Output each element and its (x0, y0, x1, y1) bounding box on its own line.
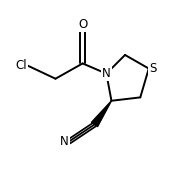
Text: N: N (60, 135, 69, 148)
Text: O: O (78, 18, 87, 31)
Text: Cl: Cl (15, 59, 27, 72)
Text: S: S (149, 62, 156, 75)
Polygon shape (91, 101, 112, 127)
Text: N: N (102, 67, 111, 80)
